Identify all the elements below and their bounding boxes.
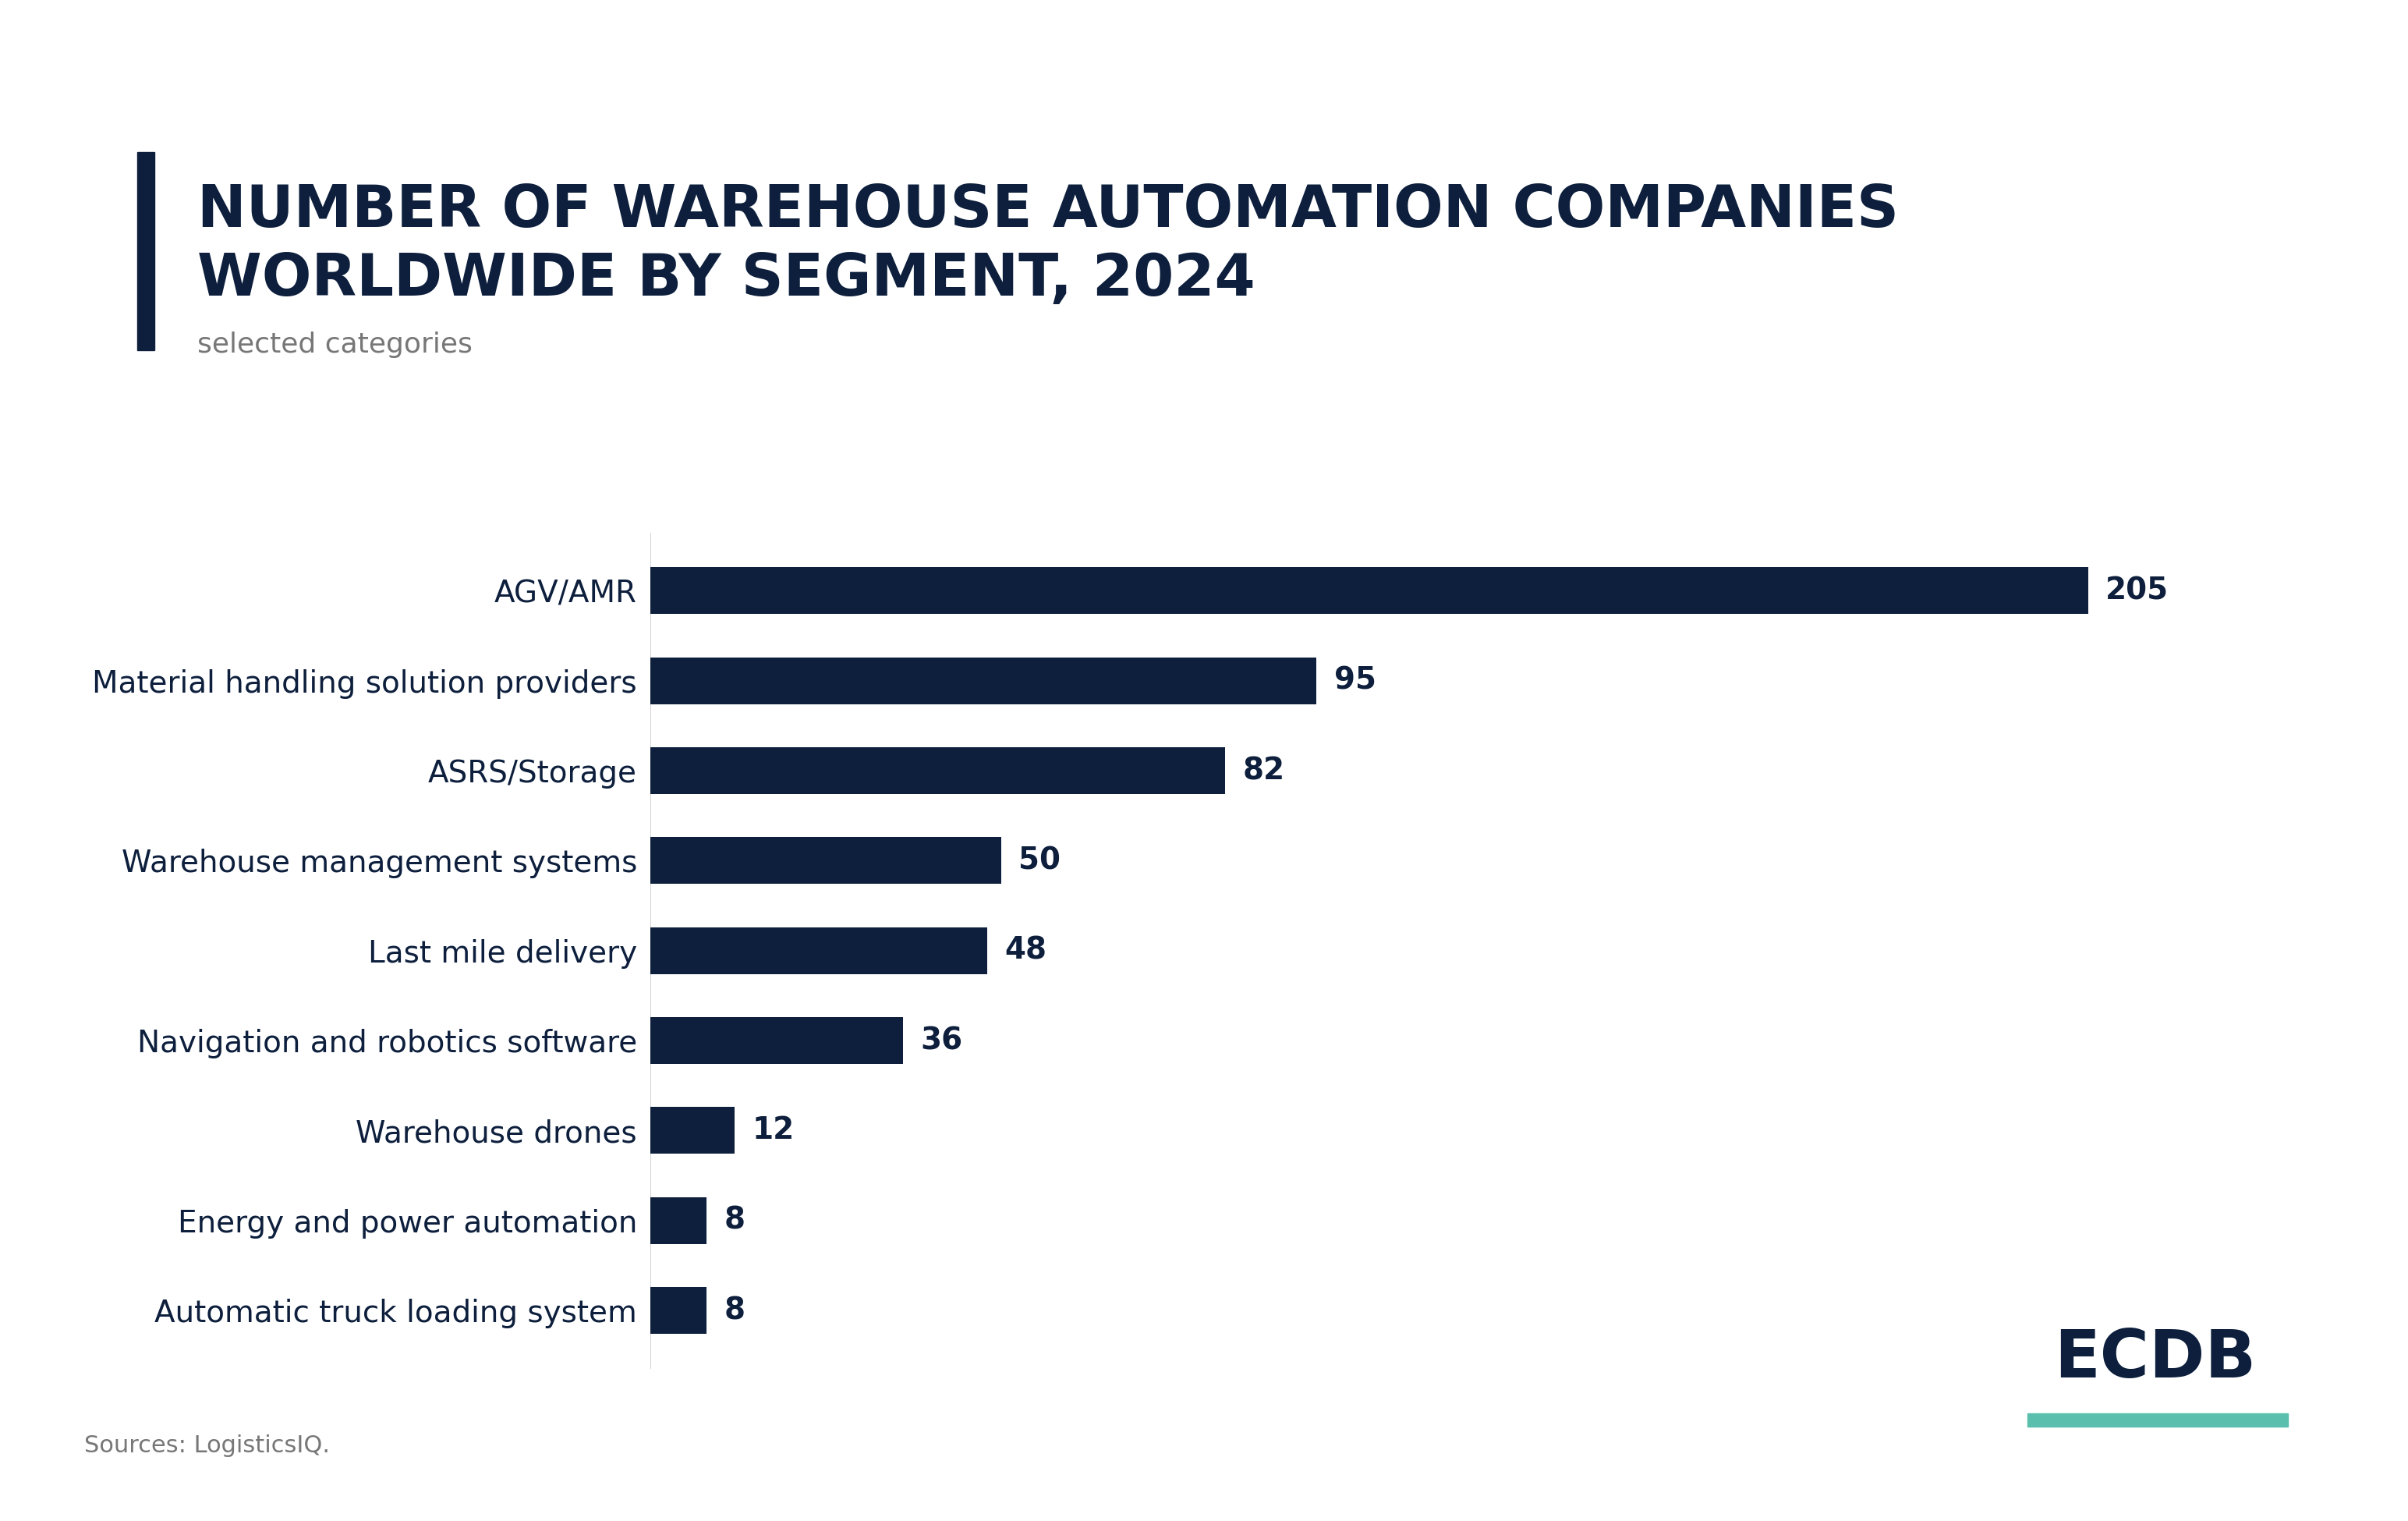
Text: NUMBER OF WAREHOUSE AUTOMATION COMPANIES: NUMBER OF WAREHOUSE AUTOMATION COMPANIES	[197, 183, 1900, 239]
Text: selected categories: selected categories	[197, 332, 472, 357]
Text: WORLDWIDE BY SEGMENT, 2024: WORLDWIDE BY SEGMENT, 2024	[197, 251, 1255, 307]
Text: 8: 8	[725, 1206, 744, 1235]
Text: 36: 36	[920, 1025, 963, 1056]
Text: 48: 48	[1004, 935, 1047, 966]
Text: 8: 8	[725, 1296, 744, 1325]
Text: 12: 12	[751, 1116, 795, 1145]
Text: 50: 50	[1019, 846, 1060, 876]
Text: 82: 82	[1243, 756, 1286, 785]
Bar	[650, 1197, 706, 1244]
Text: 95: 95	[1334, 666, 1377, 695]
Bar	[650, 747, 1226, 794]
Bar	[650, 1107, 734, 1154]
Bar	[650, 567, 2088, 614]
Bar	[650, 657, 1317, 704]
Bar	[650, 1287, 706, 1334]
Bar	[650, 837, 1002, 884]
Text: Sources: LogisticsIQ.: Sources: LogisticsIQ.	[84, 1434, 330, 1457]
Text: 205: 205	[2105, 576, 2170, 605]
Bar	[650, 928, 987, 973]
Text: ECDB: ECDB	[2054, 1326, 2256, 1392]
Bar	[650, 1018, 903, 1065]
